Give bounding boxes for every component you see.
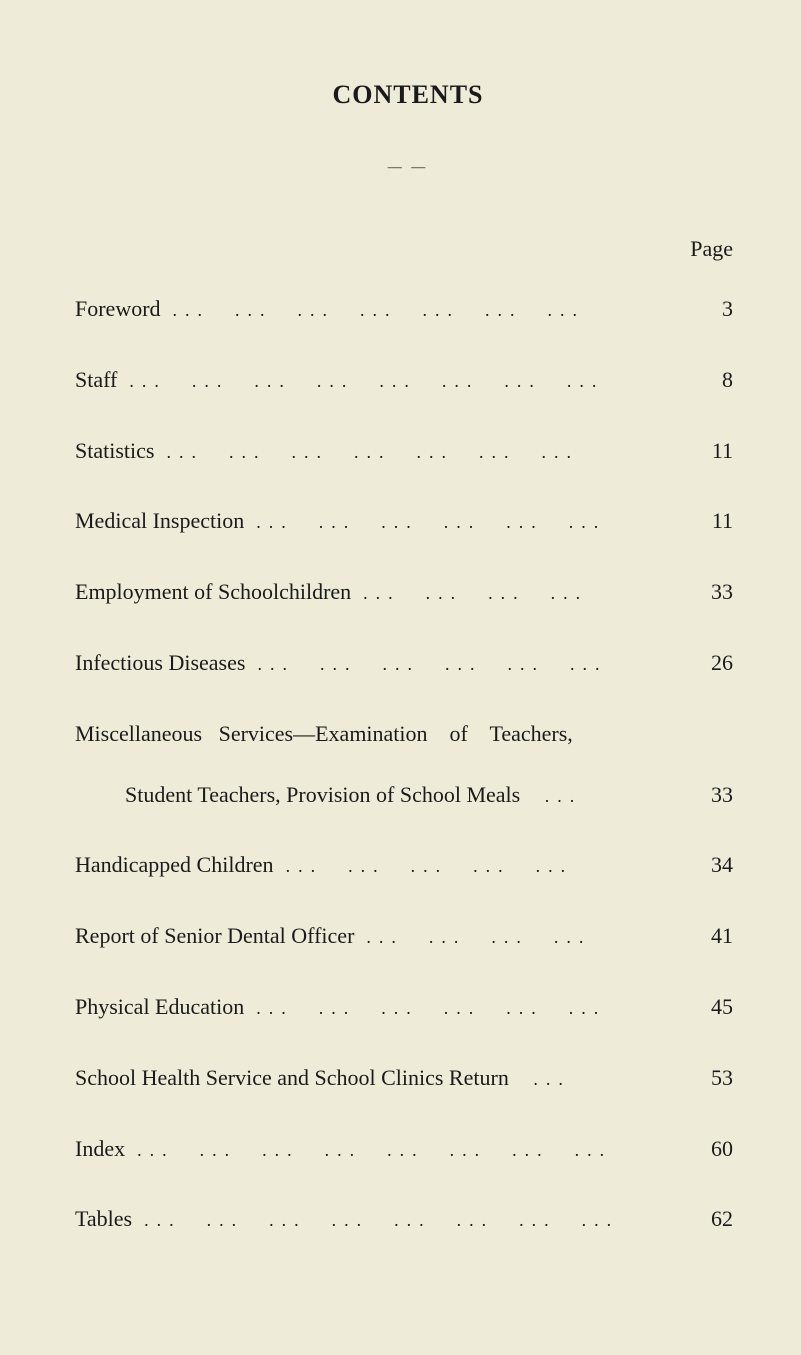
- leader-dots: ... ... ... ...: [354, 925, 701, 950]
- entry-label: Handicapped Children: [75, 850, 274, 881]
- leader-dots: ... ... ... ... ... ...: [245, 652, 701, 677]
- toc-row: Index ... ... ... ... ... ... ... ... 60: [75, 1134, 741, 1165]
- page-number: 33: [701, 577, 741, 608]
- leader-dots: ...: [520, 784, 701, 809]
- toc-row-continuation: Student Teachers, Provision of School Me…: [75, 780, 741, 811]
- toc-row: Infectious Diseases ... ... ... ... ... …: [75, 648, 741, 679]
- page-number: 62: [701, 1204, 741, 1235]
- entry-label: Medical Inspection: [75, 506, 244, 537]
- toc-row: Miscellaneous Services—Examination of Te…: [75, 719, 741, 750]
- leader-dots: ... ... ... ... ... ... ...: [161, 298, 701, 323]
- page-number: 33: [701, 780, 741, 811]
- leader-dots: ... ... ... ... ... ...: [244, 996, 701, 1021]
- entry-label: Staff: [75, 365, 117, 396]
- page-number: 53: [701, 1063, 741, 1094]
- page-number: 26: [701, 648, 741, 679]
- entry-label: Miscellaneous Services—Examination of Te…: [75, 719, 573, 750]
- toc-row: School Health Service and School Clinics…: [75, 1063, 741, 1094]
- entry-label: School Health Service and School Clinics…: [75, 1063, 509, 1094]
- toc-row: Physical Education ... ... ... ... ... .…: [75, 992, 741, 1023]
- entry-label: Tables: [75, 1204, 132, 1235]
- contents-title: CONTENTS: [75, 80, 741, 110]
- toc-row: Handicapped Children ... ... ... ... ...…: [75, 850, 741, 881]
- entry-label: Report of Senior Dental Officer: [75, 921, 354, 952]
- leader-dots: ... ... ... ... ...: [274, 854, 701, 879]
- leader-dots: ... ... ... ... ... ... ...: [154, 440, 701, 465]
- toc-row: Staff ... ... ... ... ... ... ... ... 8: [75, 365, 741, 396]
- entry-label: Student Teachers, Provision of School Me…: [125, 780, 520, 811]
- entry-label: Foreword: [75, 294, 161, 325]
- page-header: Page: [75, 236, 741, 262]
- leader-dots: ... ... ... ... ... ...: [244, 510, 701, 535]
- entry-label: Physical Education: [75, 992, 244, 1023]
- table-of-contents: Foreword ... ... ... ... ... ... ... 3 S…: [75, 294, 741, 1235]
- entry-label: Statistics: [75, 436, 154, 467]
- leader-dots: ... ... ... ...: [351, 581, 701, 606]
- leader-dots: ... ... ... ... ... ... ... ...: [125, 1138, 701, 1163]
- entry-label: Index: [75, 1134, 125, 1165]
- page-number: 60: [701, 1134, 741, 1165]
- page-number: 3: [701, 294, 741, 325]
- divider-line: — —: [75, 160, 741, 176]
- page-number: 11: [701, 506, 741, 537]
- page-number: 8: [701, 365, 741, 396]
- toc-row: Employment of Schoolchildren ... ... ...…: [75, 577, 741, 608]
- leader-dots: ...: [509, 1067, 701, 1092]
- toc-row: Tables ... ... ... ... ... ... ... ... 6…: [75, 1204, 741, 1235]
- leader-dots: ... ... ... ... ... ... ... ...: [132, 1208, 701, 1233]
- toc-row: Medical Inspection ... ... ... ... ... .…: [75, 506, 741, 537]
- page-number: 45: [701, 992, 741, 1023]
- page-number: 41: [701, 921, 741, 952]
- page-number: 11: [701, 436, 741, 467]
- entry-label: Infectious Diseases: [75, 648, 245, 679]
- page-number: 34: [701, 850, 741, 881]
- toc-row: Statistics ... ... ... ... ... ... ... 1…: [75, 436, 741, 467]
- toc-row: Report of Senior Dental Officer ... ... …: [75, 921, 741, 952]
- entry-label: Employment of Schoolchildren: [75, 577, 351, 608]
- leader-dots: ... ... ... ... ... ... ... ...: [117, 369, 701, 394]
- toc-row: Foreword ... ... ... ... ... ... ... 3: [75, 294, 741, 325]
